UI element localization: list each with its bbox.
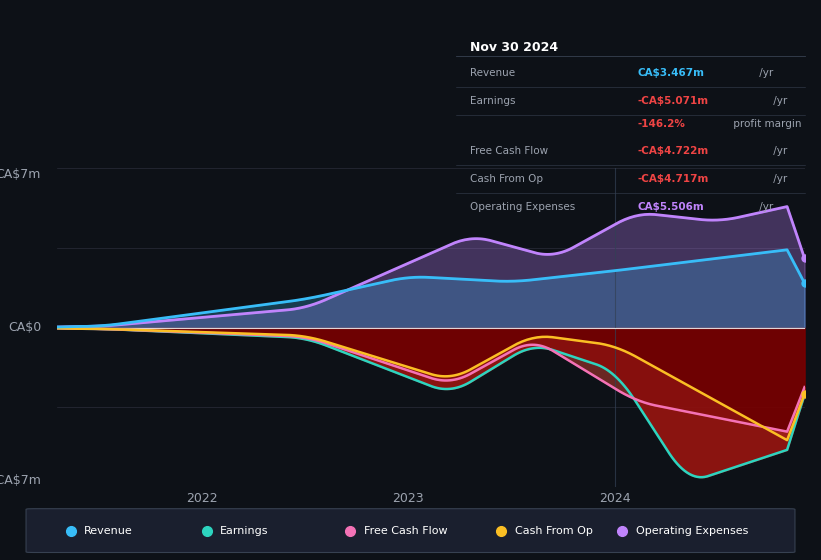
Text: /yr: /yr <box>770 96 787 106</box>
Text: -CA$4.717m: -CA$4.717m <box>637 174 709 184</box>
Text: Free Cash Flow: Free Cash Flow <box>364 526 447 535</box>
Text: /yr: /yr <box>756 68 773 78</box>
Text: Free Cash Flow: Free Cash Flow <box>470 147 548 156</box>
Text: Cash From Op: Cash From Op <box>515 526 593 535</box>
Text: profit margin: profit margin <box>730 119 801 129</box>
Text: Earnings: Earnings <box>220 526 268 535</box>
Text: Operating Expenses: Operating Expenses <box>635 526 748 535</box>
Text: /yr: /yr <box>756 202 773 212</box>
Text: CA$5.506m: CA$5.506m <box>637 202 704 212</box>
Text: -CA$7m: -CA$7m <box>0 474 41 487</box>
Text: Operating Expenses: Operating Expenses <box>470 202 575 212</box>
Text: Cash From Op: Cash From Op <box>470 174 543 184</box>
FancyBboxPatch shape <box>26 508 795 553</box>
Text: CA$0: CA$0 <box>7 321 41 334</box>
Text: CA$7m: CA$7m <box>0 168 41 181</box>
Text: -146.2%: -146.2% <box>637 119 685 129</box>
Text: Nov 30 2024: Nov 30 2024 <box>470 41 557 54</box>
Text: /yr: /yr <box>770 147 787 156</box>
Text: -CA$4.722m: -CA$4.722m <box>637 147 709 156</box>
Text: -CA$5.071m: -CA$5.071m <box>637 96 709 106</box>
Text: CA$3.467m: CA$3.467m <box>637 68 704 78</box>
Text: Revenue: Revenue <box>470 68 515 78</box>
Text: /yr: /yr <box>770 174 787 184</box>
Text: Revenue: Revenue <box>85 526 133 535</box>
Text: Earnings: Earnings <box>470 96 515 106</box>
